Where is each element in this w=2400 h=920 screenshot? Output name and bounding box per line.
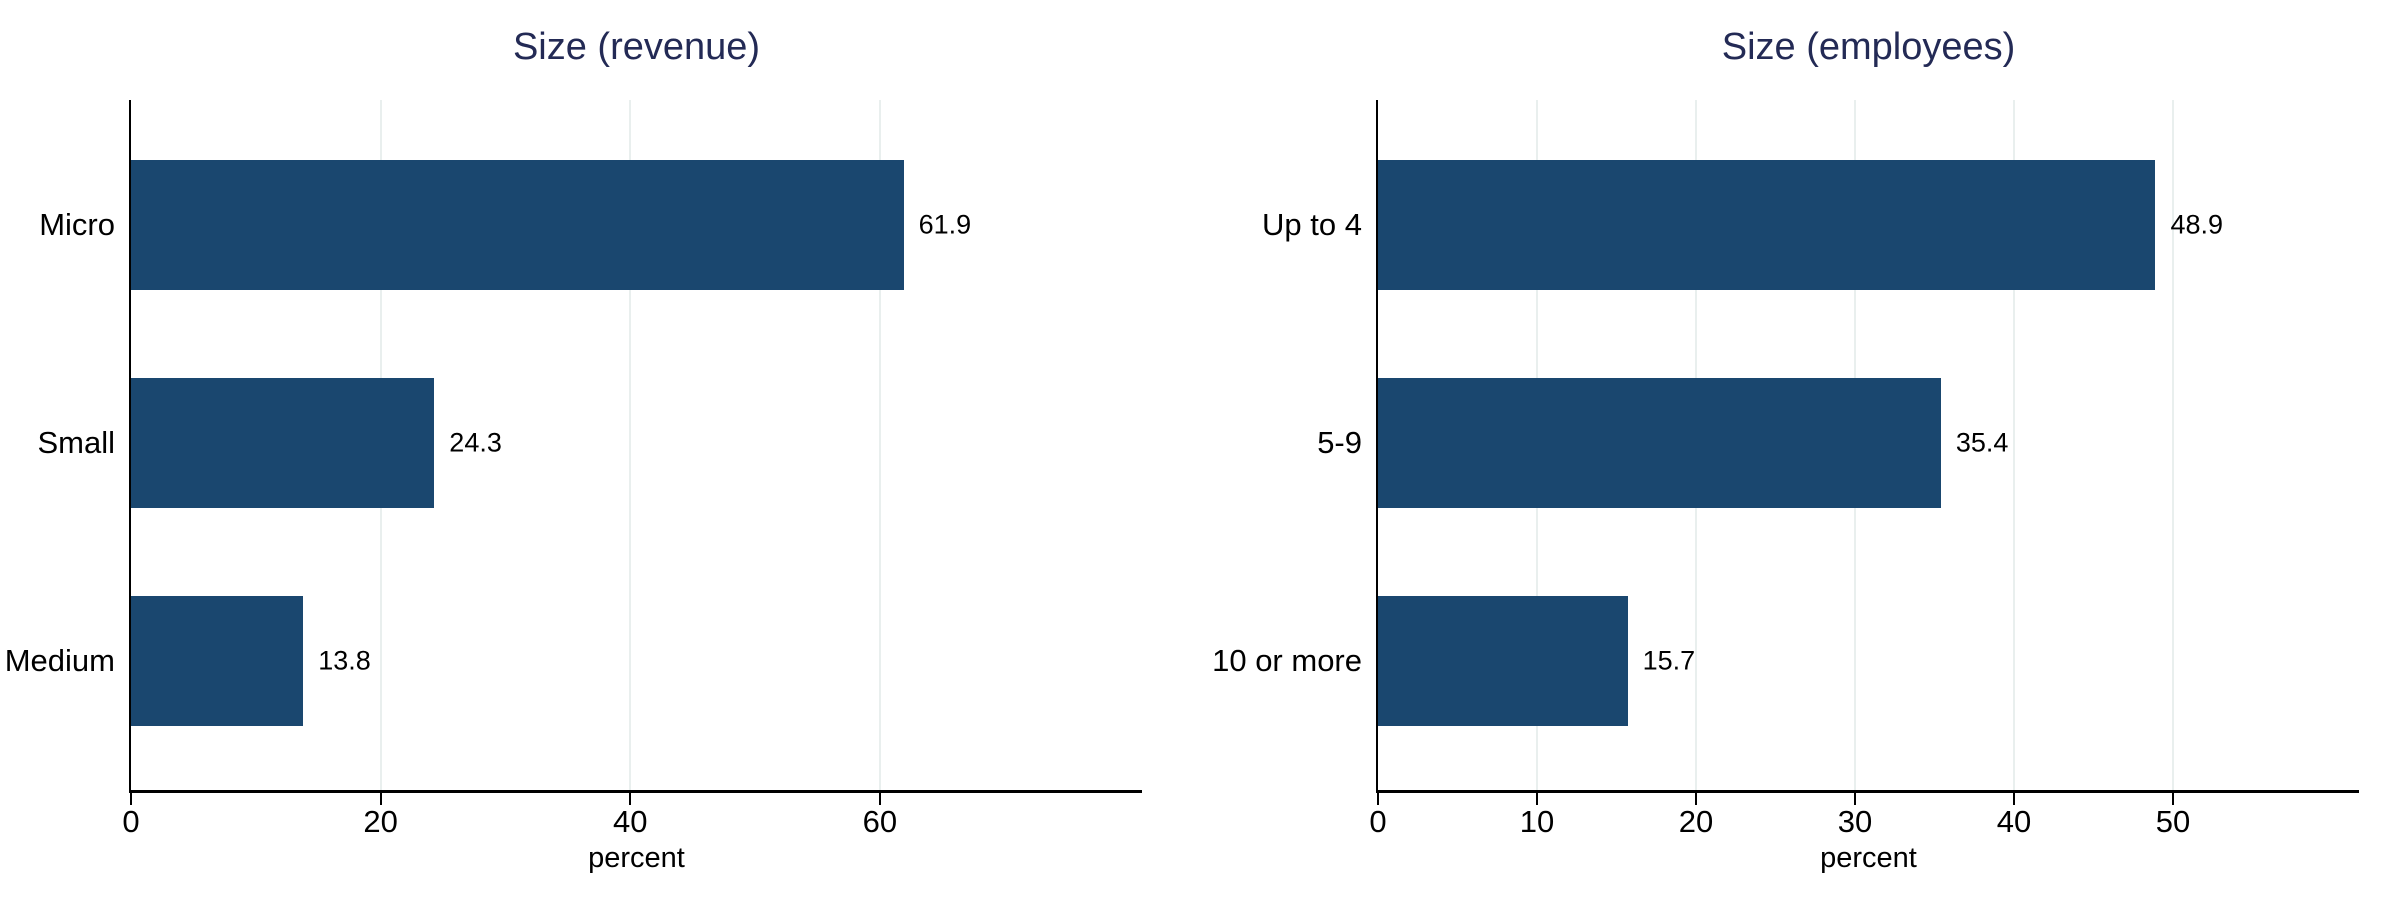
x-tick-label: 30 [1837, 804, 1873, 839]
bar-value-label: 13.8 [318, 645, 371, 676]
x-axis-line [129, 790, 1142, 793]
x-tick-mark [379, 793, 382, 805]
x-tick-mark [2012, 793, 2015, 805]
x-tick-label: 40 [613, 804, 648, 839]
category-label: Medium [4, 643, 115, 678]
bar [1378, 378, 1941, 508]
bar-value-label: 48.9 [2170, 209, 2224, 240]
y-axis-line [1376, 100, 1378, 790]
x-tick-mark [1853, 793, 1856, 805]
x-gridline [2171, 100, 2174, 790]
x-tick-mark [1694, 793, 1697, 805]
x-tick-mark [1535, 793, 1538, 805]
x-tick-label: 60 [862, 804, 898, 839]
bar-chart-size-revenue: Size (revenue) Micro 61.9 Small 24.3 Medium 13… [4, 26, 1142, 874]
x-tick-mark [629, 793, 632, 805]
bar-value-label: 15.7 [1642, 645, 1696, 676]
category-label: Micro [39, 207, 115, 242]
bar [131, 596, 304, 726]
bar [1378, 596, 1628, 726]
x-tick-label: 0 [122, 804, 140, 839]
bar [1378, 160, 2156, 290]
x-tick-label: 40 [1996, 804, 2032, 839]
x-tick-mark [1377, 793, 1379, 805]
x-axis-title: percent [1820, 842, 1917, 874]
x-tick-label: 20 [1678, 804, 1714, 839]
x-tick-label: 20 [363, 804, 398, 839]
x-tick-label: 50 [2155, 804, 2191, 839]
x-tick-mark [130, 793, 132, 805]
category-label: 10 or more [1212, 643, 1362, 678]
x-gridline [2012, 100, 2015, 790]
chart-title: Size (employees) [1721, 26, 2016, 68]
x-tick-mark [2171, 793, 2174, 805]
bar-value-label: 24.3 [449, 427, 502, 458]
x-tick-mark [878, 793, 881, 805]
category-label: 5-9 [1317, 425, 1362, 460]
category-label: Up to 4 [1262, 207, 1362, 242]
chart-title: Size (revenue) [512, 26, 761, 68]
x-tick-label: 0 [1369, 804, 1387, 839]
x-axis-title: percent [588, 842, 685, 874]
bar [131, 160, 904, 290]
y-axis-line [129, 100, 131, 790]
x-gridline [629, 100, 632, 790]
bar [131, 378, 435, 508]
x-tick-label: 10 [1519, 804, 1555, 839]
x-axis-line [1376, 790, 2359, 793]
bar-value-label: 35.4 [1955, 427, 2009, 458]
category-label: Small [37, 425, 115, 460]
x-gridline [878, 100, 881, 790]
bar-chart-size-employees: Size (employees) Up to 4 48.9 5-9 35.4 10 or … [1200, 0, 2400, 920]
bar-value-label: 61.9 [918, 209, 972, 240]
